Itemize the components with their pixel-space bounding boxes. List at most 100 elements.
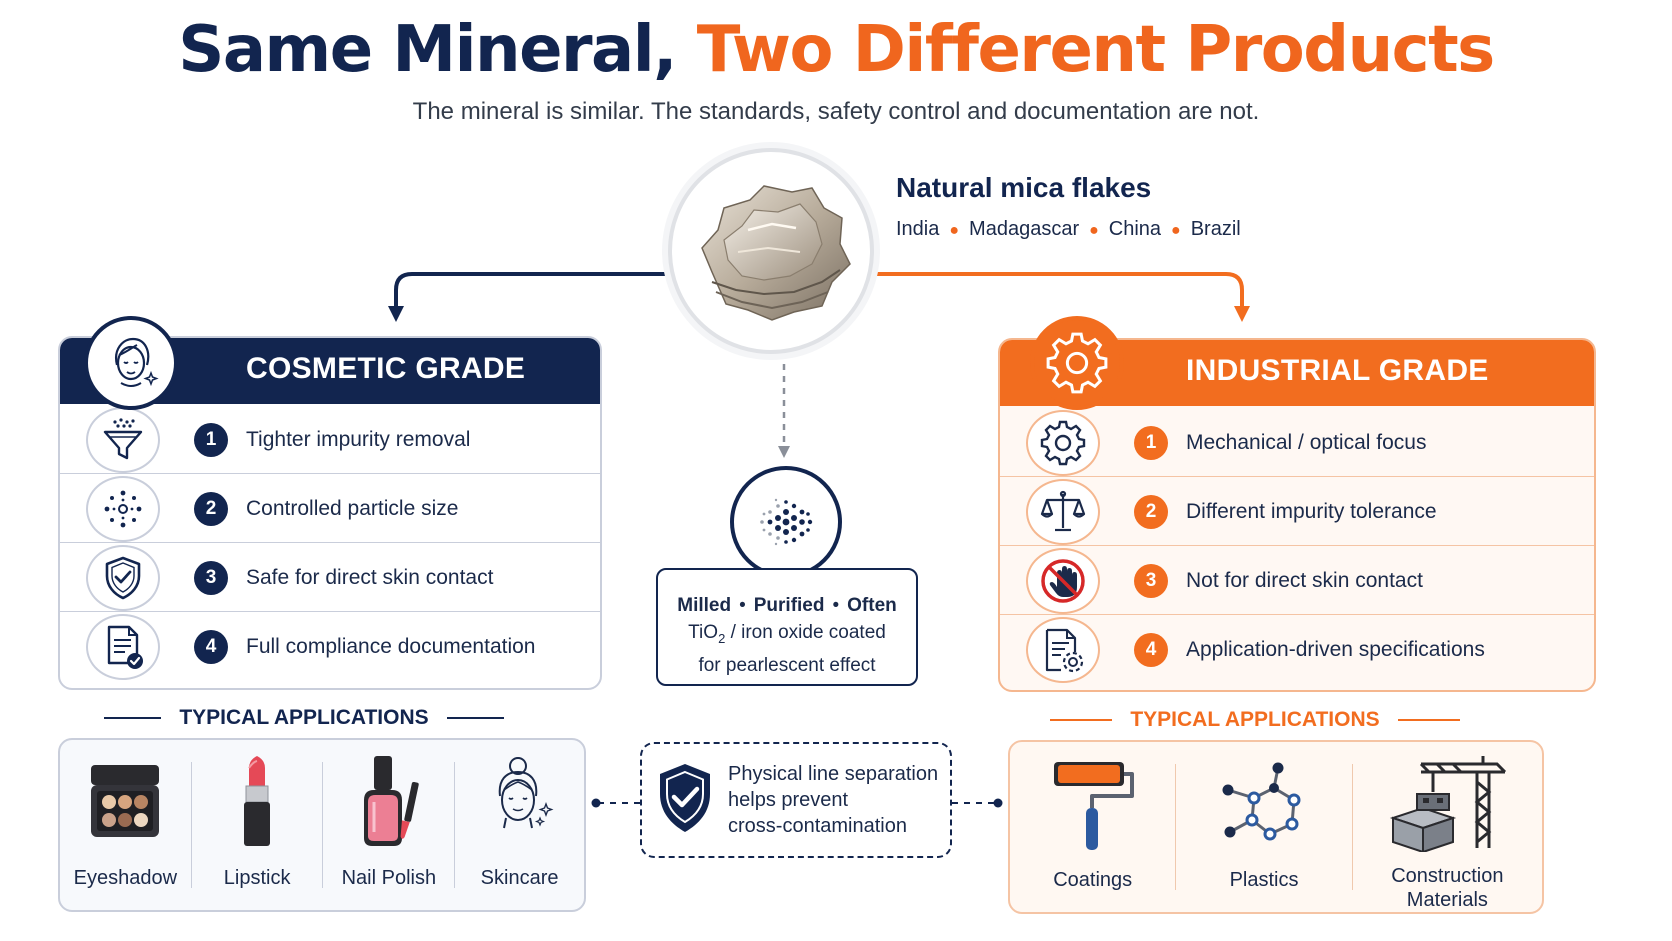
cosmetic-item-text: Safe for direct skin contact bbox=[246, 565, 494, 589]
step-number: 1 bbox=[1134, 425, 1168, 460]
separation-line: helps prevent bbox=[728, 789, 849, 811]
heading-rule bbox=[104, 717, 162, 719]
lipstick-icon bbox=[232, 748, 282, 856]
document-check-icon bbox=[86, 613, 160, 680]
app-label: Lipstick bbox=[223, 867, 291, 889]
divider bbox=[322, 762, 324, 888]
balance-scale-icon bbox=[1026, 478, 1100, 545]
industrial-item-text: Not for direct skin contact bbox=[1186, 568, 1423, 592]
industrial-item-text: Application-driven specifications bbox=[1186, 637, 1485, 661]
divider bbox=[1000, 614, 1594, 615]
cosmetic-item-text: Controlled particle size bbox=[246, 496, 459, 520]
woman-face-icon bbox=[84, 316, 178, 410]
divider bbox=[1175, 764, 1177, 890]
bullet-dot: • bbox=[739, 595, 746, 616]
cosmetic-item: 1 Tighter impurity removal bbox=[60, 405, 470, 474]
app-label: Plastics bbox=[1229, 869, 1299, 891]
divider bbox=[60, 473, 600, 474]
divider bbox=[60, 542, 600, 543]
divider bbox=[1351, 764, 1353, 890]
processing-steps: Milled • Purified • Often bbox=[658, 592, 916, 619]
bullet-dot: • bbox=[832, 595, 840, 616]
document-gear-icon bbox=[1026, 616, 1100, 683]
cosmetic-item: 3 Safe for direct skin contact bbox=[60, 543, 493, 612]
separation-line: Physical line separation bbox=[728, 763, 939, 785]
app-label-line: Materials bbox=[1406, 889, 1488, 911]
bullet-dot: ● bbox=[1171, 222, 1181, 239]
step-number: 2 bbox=[194, 491, 228, 526]
industrial-applications: Coatings Plastics Construction Materials bbox=[1008, 740, 1544, 914]
separation-note: Physical line separation helps prevent c… bbox=[640, 742, 952, 858]
heading-rule bbox=[446, 717, 504, 719]
cosmetic-item: 4 Full compliance documentation bbox=[60, 612, 536, 681]
cosmetic-title: COSMETIC GRADE bbox=[246, 352, 526, 385]
industrial-item: 2 Different impurity tolerance bbox=[1000, 477, 1437, 546]
page-title: Same Mineral, Two Different Products bbox=[0, 10, 1672, 90]
app-label-line: Construction bbox=[1391, 865, 1504, 887]
app-plastics: Plastics bbox=[1176, 742, 1351, 912]
molecule-icon bbox=[1214, 750, 1314, 858]
powder-particles-icon bbox=[730, 466, 842, 578]
app-construction-materials: Construction Materials bbox=[1353, 742, 1542, 912]
origin-countries: India ● Madagascar ● China ● Brazil bbox=[896, 218, 1241, 241]
gear-icon bbox=[1030, 316, 1124, 410]
coating-text: / iron oxide coated bbox=[725, 622, 886, 643]
step-milled: Milled bbox=[677, 595, 732, 616]
divider bbox=[1000, 545, 1594, 546]
origin-country: China bbox=[1108, 218, 1162, 240]
app-eyeshadow: Eyeshadow bbox=[60, 740, 191, 910]
industrial-item-text: Different impurity tolerance bbox=[1186, 499, 1437, 523]
paint-roller-icon bbox=[1048, 750, 1138, 858]
industrial-apps-heading: TYPICAL APPLICATIONS bbox=[1050, 708, 1460, 732]
gear-icon bbox=[1026, 409, 1100, 476]
origin-country: Brazil bbox=[1190, 218, 1241, 240]
heading-rule bbox=[1050, 719, 1113, 721]
separation-text: Physical line separation helps prevent c… bbox=[728, 761, 938, 839]
app-skincare: Skincare bbox=[455, 740, 584, 910]
divider bbox=[60, 611, 600, 612]
step-number: 1 bbox=[194, 422, 228, 457]
cosmetic-applications: Eyeshadow Lipstick Nail Polish Skincare bbox=[58, 738, 586, 912]
particle-dots-icon bbox=[86, 475, 160, 542]
bullet-dot: ● bbox=[1089, 222, 1099, 239]
industrial-item-text: Mechanical / optical focus bbox=[1186, 430, 1427, 454]
cosmetic-item-text: Tighter impurity removal bbox=[246, 427, 471, 451]
industrial-item: 1 Mechanical / optical focus bbox=[1000, 408, 1426, 477]
step-purified: Purified bbox=[753, 595, 825, 616]
origin-country: Madagascar bbox=[969, 218, 1080, 240]
app-lipstick: Lipstick bbox=[192, 740, 323, 910]
industrial-item: 4 Application-driven specifications bbox=[1000, 615, 1485, 684]
coating-line: TiO2 / iron oxide coated bbox=[658, 619, 916, 652]
step-number: 3 bbox=[194, 560, 228, 595]
app-label: Coatings bbox=[1053, 869, 1133, 891]
processing-info-box: Milled • Purified • Often TiO2 / iron oxide … bbox=[656, 568, 918, 686]
no-touch-hand-icon bbox=[1026, 547, 1100, 614]
tio2-subscript: 2 bbox=[718, 630, 726, 646]
shield-check-icon bbox=[86, 544, 160, 611]
source-title: Natural mica flakes bbox=[896, 172, 1152, 203]
construction-crane-icon bbox=[1387, 750, 1507, 854]
step-number: 3 bbox=[1134, 563, 1168, 598]
apps-heading-text: TYPICAL APPLICATIONS bbox=[1130, 708, 1380, 731]
app-label: Construction Materials bbox=[1391, 864, 1503, 912]
cosmetic-item-text: Full compliance documentation bbox=[246, 634, 536, 658]
tio2-label: TiO bbox=[688, 622, 719, 643]
industrial-item: 3 Not for direct skin contact bbox=[1000, 546, 1423, 615]
app-nail-polish: Nail Polish bbox=[323, 740, 454, 910]
funnel-filter-icon bbox=[86, 406, 160, 473]
divider bbox=[190, 762, 192, 888]
separation-line: cross-contamination bbox=[728, 815, 907, 837]
divider bbox=[1000, 476, 1594, 477]
shield-check-icon bbox=[656, 760, 714, 841]
title-part-1: Same Mineral, bbox=[178, 13, 677, 87]
industrial-title: INDUSTRIAL GRADE bbox=[1186, 354, 1489, 387]
cosmetic-item: 2 Controlled particle size bbox=[60, 474, 458, 543]
step-number: 2 bbox=[1134, 494, 1168, 529]
app-label: Skincare bbox=[480, 867, 559, 889]
mica-flakes-image bbox=[668, 148, 874, 354]
skincare-face-icon bbox=[480, 748, 560, 856]
divider bbox=[454, 762, 456, 888]
apps-heading-text: TYPICAL APPLICATIONS bbox=[179, 706, 429, 729]
app-coatings: Coatings bbox=[1010, 742, 1175, 912]
